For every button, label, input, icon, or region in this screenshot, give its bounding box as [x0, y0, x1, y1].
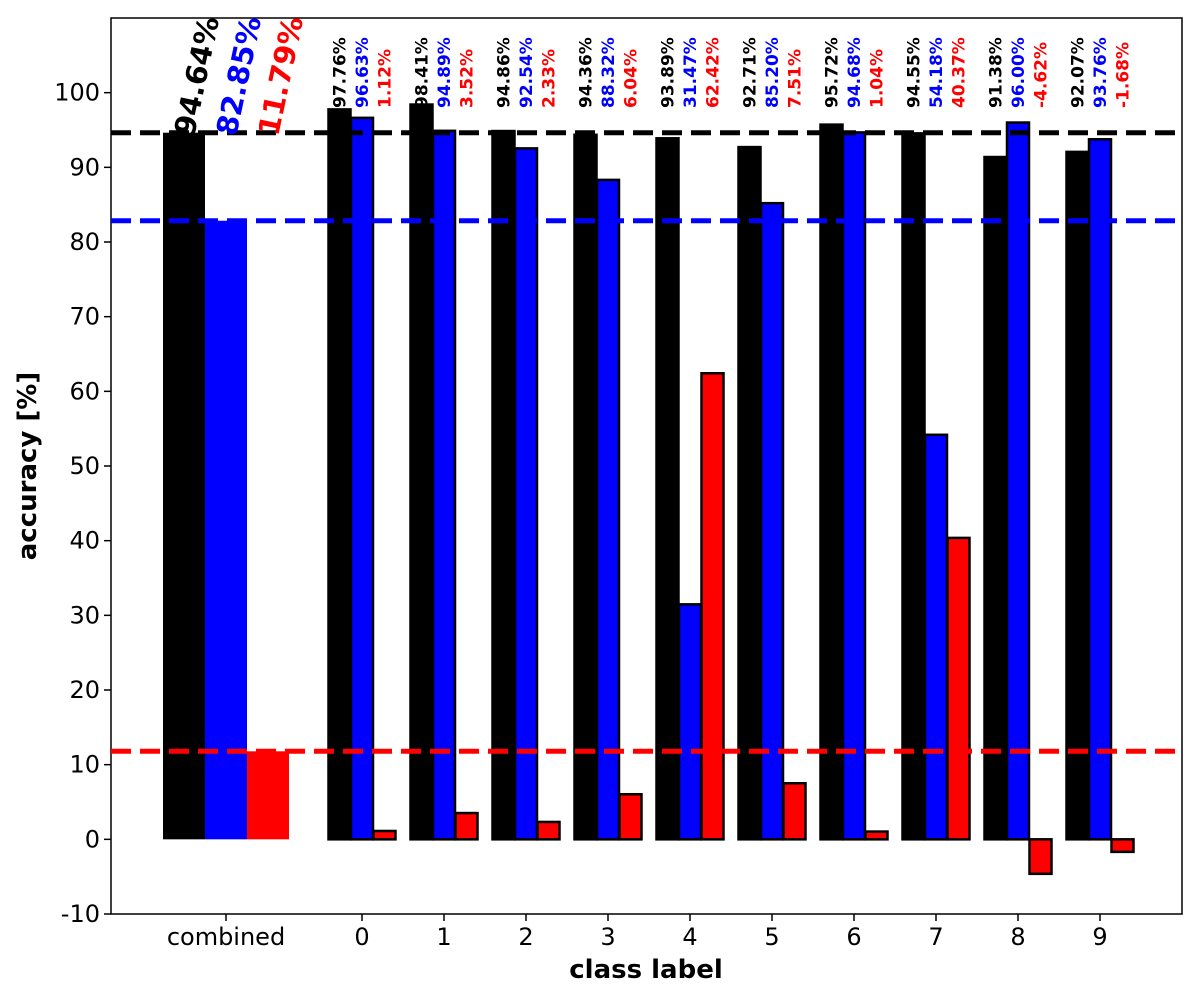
value-label-6-series-0: 95.72% — [823, 37, 843, 108]
value-label-1-series-0: 98.41% — [413, 37, 433, 108]
y-tick-label: -10 — [61, 900, 100, 928]
bar-6-series-0 — [819, 123, 844, 841]
bar-9-series-0 — [1065, 150, 1090, 841]
bar-5-series-1 — [759, 201, 785, 841]
value-label-3-series-0: 94.36% — [577, 37, 597, 108]
value-label-6-series-1: 94.68% — [845, 37, 865, 108]
value-label-6-series-2: 1.04% — [868, 49, 888, 108]
x-tick-label-3: 3 — [600, 923, 615, 951]
y-tick-label: 50 — [69, 452, 100, 480]
value-label-4-series-2: 62.42% — [704, 37, 724, 108]
y-tick-label: 40 — [69, 527, 100, 555]
bar-4-series-0 — [655, 137, 680, 841]
x-tick-label-0: 0 — [354, 923, 369, 951]
bar-1-series-2 — [454, 811, 479, 841]
x-tick-label-2: 2 — [518, 923, 533, 951]
x-tick-label-8: 8 — [1010, 923, 1025, 951]
x-tick-label-5: 5 — [764, 923, 779, 951]
value-label-3-series-2: 6.04% — [622, 49, 642, 108]
bar-7-series-0 — [901, 132, 926, 841]
value-label-9-series-0: 92.07% — [1069, 37, 1089, 108]
y-axis-title: accuracy [%] — [13, 372, 43, 560]
y-tick-label: 100 — [54, 79, 100, 107]
bar-3-series-0 — [573, 133, 598, 841]
bar-combined-series-2 — [247, 751, 289, 840]
bar-2-series-2 — [536, 820, 561, 841]
bar-3-series-2 — [618, 792, 643, 841]
bar-9-series-2 — [1110, 838, 1135, 854]
bar-2-series-0 — [491, 129, 516, 841]
x-tick-label-1: 1 — [436, 923, 451, 951]
y-tick-label: 90 — [69, 153, 100, 181]
y-tick-label: 30 — [69, 601, 100, 629]
x-tick-label-9: 9 — [1092, 923, 1107, 951]
value-label-5-series-1: 85.20% — [763, 37, 783, 108]
value-label-4-series-1: 31.47% — [681, 37, 701, 108]
bar-4-series-1 — [677, 603, 703, 841]
bar-2-series-1 — [513, 147, 539, 841]
bar-7-series-2 — [946, 536, 971, 841]
bar-6-series-2 — [864, 830, 889, 841]
bar-0-series-1 — [349, 116, 375, 841]
bar-4-series-2 — [700, 372, 725, 841]
bar-combined-series-1 — [205, 220, 247, 840]
y-tick-label: 60 — [69, 377, 100, 405]
value-label-5-series-2: 7.51% — [786, 49, 806, 108]
y-tick-label: 20 — [69, 676, 100, 704]
value-label-0-series-1: 96.63% — [353, 37, 373, 108]
y-tick-label: 10 — [69, 751, 100, 779]
x-tick-label-4: 4 — [682, 923, 697, 951]
x-tick-label-7: 7 — [928, 923, 943, 951]
value-label-1-series-2: 3.52% — [458, 49, 478, 108]
value-label-2-series-1: 92.54% — [517, 37, 537, 108]
x-axis-title: class label — [569, 955, 723, 985]
bar-8-series-0 — [983, 155, 1008, 841]
value-label-9-series-2: -1.68% — [1114, 42, 1134, 108]
value-label-0-series-0: 97.76% — [331, 37, 351, 108]
bar-5-series-2 — [782, 782, 807, 841]
value-label-7-series-0: 94.55% — [905, 37, 925, 108]
bar-combined-series-0 — [163, 132, 205, 840]
value-label-8-series-0: 91.38% — [987, 37, 1007, 108]
bar-6-series-1 — [841, 131, 867, 841]
bar-8-series-1 — [1005, 121, 1031, 841]
bar-3-series-1 — [595, 178, 621, 841]
y-tick-label: 0 — [85, 825, 100, 853]
y-tick-label: 70 — [69, 303, 100, 331]
value-label-8-series-1: 96.00% — [1009, 37, 1029, 108]
y-tick-label: 80 — [69, 228, 100, 256]
x-tick-label-6: 6 — [846, 923, 861, 951]
bar-5-series-0 — [737, 145, 762, 841]
value-label-0-series-2: 1.12% — [376, 49, 396, 108]
bar-1-series-0 — [409, 103, 434, 841]
value-label-2-series-2: 2.33% — [540, 49, 560, 108]
bar-0-series-2 — [372, 829, 397, 841]
bar-8-series-2 — [1028, 838, 1053, 876]
value-label-9-series-1: 93.76% — [1091, 37, 1111, 108]
value-label-5-series-0: 92.71% — [741, 37, 761, 108]
x-tick-label-combined: combined — [167, 923, 285, 951]
value-label-1-series-1: 94.89% — [435, 37, 455, 108]
value-label-3-series-1: 88.32% — [599, 37, 619, 108]
bar-7-series-1 — [923, 433, 949, 841]
bar-1-series-1 — [431, 129, 457, 841]
value-label-4-series-0: 93.89% — [659, 37, 679, 108]
value-label-7-series-2: 40.37% — [950, 37, 970, 108]
value-label-7-series-1: 54.18% — [927, 37, 947, 108]
value-label-8-series-2: -4.62% — [1032, 42, 1052, 108]
bar-9-series-1 — [1087, 138, 1113, 841]
value-label-2-series-0: 94.86% — [495, 37, 515, 108]
